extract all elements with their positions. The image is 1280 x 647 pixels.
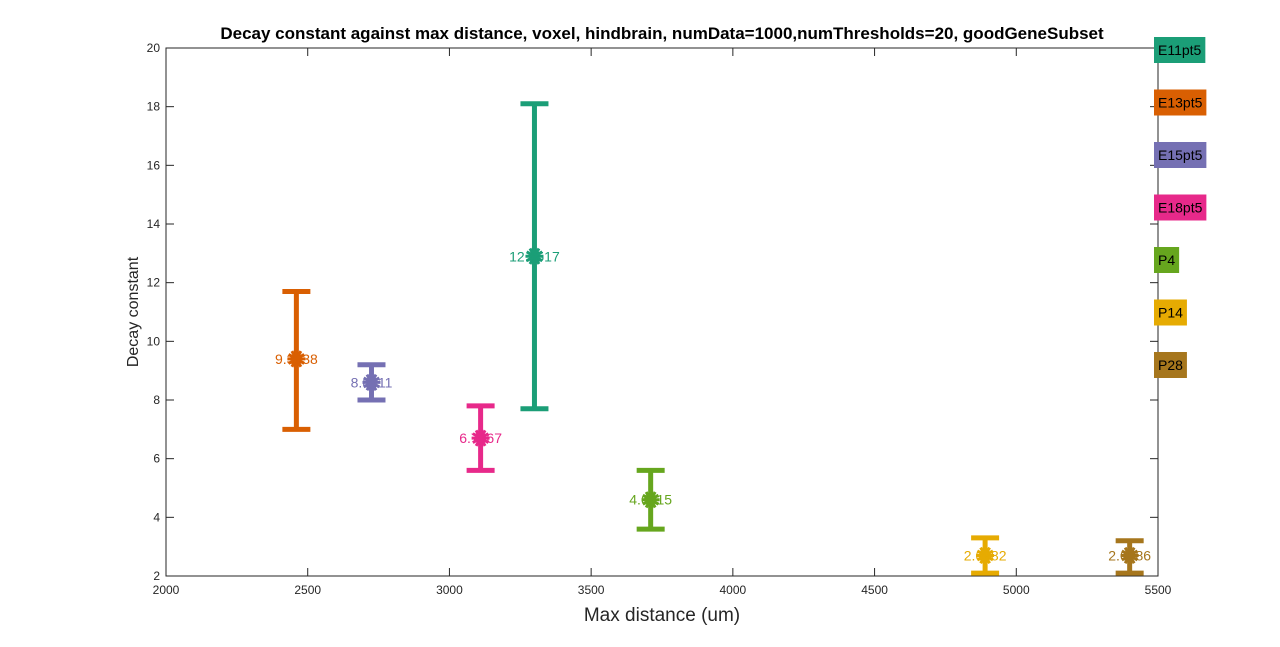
data-label: 4.6015 — [629, 492, 672, 508]
y-tick-label: 16 — [147, 158, 161, 172]
legend-swatch — [1154, 142, 1207, 168]
legend-label: P14 — [1158, 305, 1183, 321]
data-point-marker — [525, 247, 544, 266]
x-axis-label: Max distance (um) — [584, 605, 740, 626]
legend-label: E15pt5 — [1158, 147, 1203, 163]
x-tick-label: 2500 — [294, 583, 321, 597]
series-P14: 2.6882 — [964, 535, 1007, 576]
x-tick-label: 3000 — [436, 583, 463, 597]
legend-swatch — [1154, 352, 1187, 378]
legend-swatch — [1154, 247, 1180, 273]
legend-item-E11pt5: E11pt5 — [1154, 37, 1206, 63]
legend-label: P28 — [1158, 357, 1183, 373]
legend-item-P28: P28 — [1154, 352, 1187, 378]
legend-item-E18pt5: E18pt5 — [1154, 194, 1207, 221]
legend-item-E15pt5: E15pt5 — [1154, 142, 1207, 168]
legend-item-P4: P4 — [1154, 247, 1180, 273]
x-tick-label: 5500 — [1145, 583, 1172, 597]
y-tick-label: 2 — [153, 569, 160, 583]
legend-swatch — [1154, 299, 1187, 326]
y-tick-label: 10 — [147, 334, 161, 348]
chart-title: Decay constant against max distance, vox… — [220, 24, 1104, 43]
x-tick-label: 3500 — [578, 583, 605, 597]
legend-label: P4 — [1158, 252, 1175, 268]
data-label: 2.6786 — [1108, 547, 1151, 563]
y-tick-label: 14 — [147, 217, 161, 231]
legend-item-E13pt5: E13pt5 — [1154, 89, 1207, 116]
series-P4: 4.6015 — [629, 467, 672, 532]
legend-swatch — [1154, 89, 1207, 116]
series-P28: 2.6786 — [1108, 538, 1151, 576]
y-tick-label: 6 — [153, 452, 160, 466]
x-axis-ticks: 2000 2500 3000 3500 4000 4500 5000 5500 — [153, 48, 1172, 597]
y-tick-label: 12 — [147, 276, 161, 290]
data-label: 6.7367 — [459, 430, 502, 446]
y-tick-label: 20 — [147, 41, 161, 55]
legend-swatch — [1154, 37, 1206, 63]
series-layer: 12.9517 9.3838 8.6411 6.7367 4.6015 2.6882 2.6… — [275, 101, 1151, 576]
series-E15pt5: 8.6411 — [351, 362, 393, 403]
legend-label: E11pt5 — [1158, 42, 1202, 58]
series-E11pt5: 12.9517 — [509, 101, 560, 412]
legend-label: E13pt5 — [1158, 95, 1203, 111]
legend-item-P14: P14 — [1154, 299, 1187, 326]
data-label: 2.6882 — [964, 547, 1007, 563]
data-label: 9.3838 — [275, 351, 318, 367]
series-E13pt5: 9.3838 — [275, 288, 318, 432]
legend: E11pt5 E13pt5 E15pt5 E18pt5 P4 P14 P28 — [1154, 37, 1207, 378]
series-E18pt5: 6.7367 — [459, 403, 502, 473]
data-point-marker — [1120, 546, 1139, 565]
legend-label: E18pt5 — [1158, 200, 1203, 216]
y-tick-label: 8 — [153, 393, 160, 407]
data-point-marker — [976, 546, 995, 565]
data-label: 8.6411 — [351, 374, 393, 390]
data-point-marker — [287, 349, 306, 368]
data-label: 12.9517 — [509, 248, 560, 264]
data-point-marker — [362, 373, 381, 392]
x-tick-label: 5000 — [1003, 583, 1030, 597]
y-tick-label: 4 — [153, 510, 160, 524]
legend-swatch — [1154, 194, 1207, 221]
y-axis-label: Decay constant — [125, 256, 142, 367]
x-tick-label: 4500 — [861, 583, 888, 597]
data-point-marker — [641, 490, 660, 509]
y-tick-label: 18 — [147, 100, 161, 114]
data-point-marker — [471, 429, 490, 448]
x-tick-label: 2000 — [153, 583, 180, 597]
x-tick-label: 4000 — [720, 583, 747, 597]
